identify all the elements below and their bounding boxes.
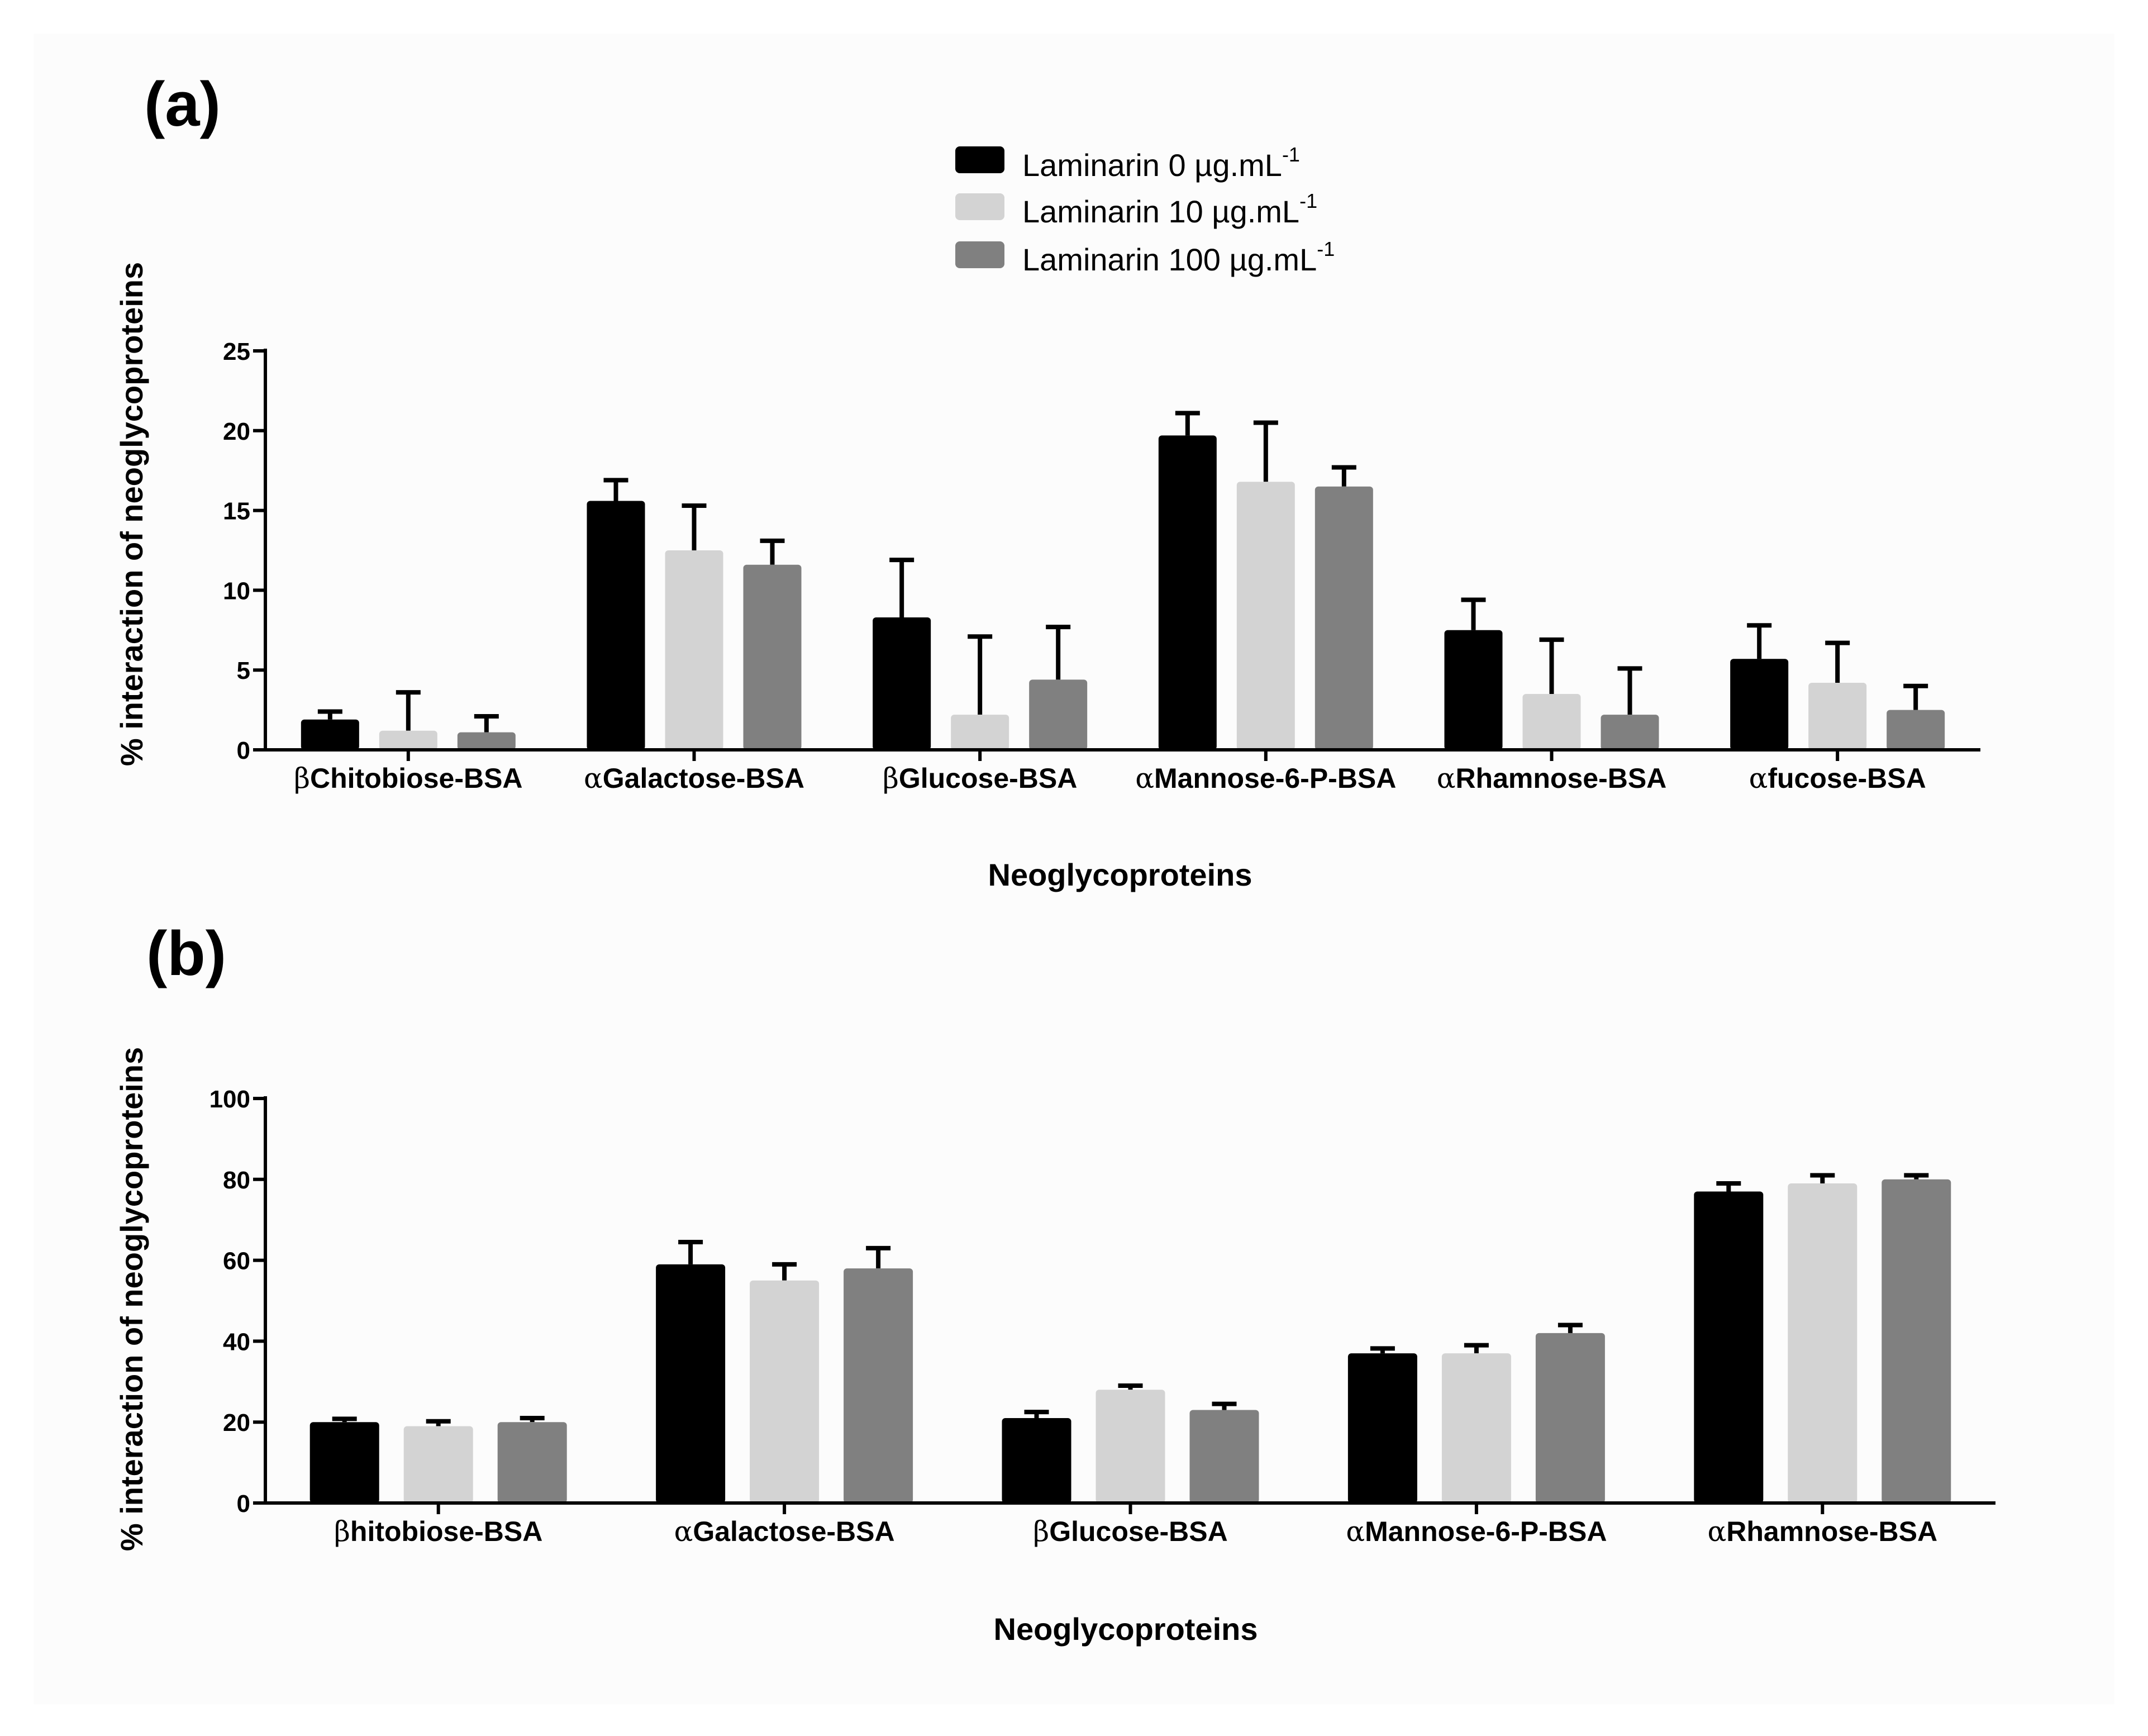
x-axis-title-b: Neoglycoproteins — [994, 1611, 1258, 1647]
y-axis-title-b: % interaction of neoglycoproteins — [114, 1047, 149, 1551]
y-tick-label-b: 60 — [223, 1248, 250, 1275]
legend: Laminarin 0 µg.mL-1 Laminarin 10 µg.mL-1… — [955, 143, 1335, 277]
plot-area-a: 0 5 10 15 20 25 βChitobiose-BSA αGalactose-BSA β… — [223, 338, 1980, 795]
legend-swatch-2 — [955, 241, 1004, 268]
bar-a — [1601, 715, 1659, 750]
bar-a — [1029, 679, 1088, 750]
y-tick-label-b: 0 — [237, 1490, 250, 1518]
bar-a — [951, 715, 1009, 750]
x-tick-label-a: αfucose-BSA — [1749, 762, 1926, 795]
panel-label-a: (a) — [144, 69, 221, 139]
bar-a — [743, 564, 802, 750]
x-tick-label-b: αMannose-6-P-BSA — [1346, 1515, 1607, 1548]
y-tick-label-b: 80 — [223, 1167, 250, 1194]
y-tick-label-a: 15 — [223, 498, 250, 525]
figure-canvas — [34, 34, 2114, 1704]
bar-a — [1522, 694, 1581, 750]
x-tick-label-a: αMannose-6-P-BSA — [1135, 762, 1396, 795]
bar-a — [587, 501, 645, 750]
bar-b — [1535, 1333, 1605, 1503]
y-tick-label-a: 25 — [223, 338, 250, 365]
panel-label-b: (b) — [146, 919, 226, 988]
x-axis-title-a: Neoglycoproteins — [988, 857, 1252, 892]
x-tick-label-b: αGalactose-BSA — [674, 1515, 895, 1548]
legend-label-0: Laminarin 0 µg.mL-1 — [1022, 143, 1300, 183]
bar-a — [379, 730, 437, 750]
bar-b — [1347, 1353, 1417, 1503]
bar-b — [1189, 1410, 1259, 1503]
chart-panel-a: (a) % interaction of neoglycoproteins Ne… — [114, 69, 1980, 892]
y-tick-label-b: 100 — [209, 1086, 250, 1113]
bar-a — [301, 719, 359, 750]
legend-swatch-0 — [955, 146, 1004, 173]
legend-label-1: Laminarin 10 µg.mL-1 — [1022, 189, 1317, 229]
bar-b — [844, 1268, 913, 1503]
legend-label-2: Laminarin 100 µg.mL-1 — [1022, 237, 1335, 277]
legend-swatch-1 — [955, 193, 1004, 220]
bar-b — [309, 1422, 379, 1503]
bar-b — [497, 1422, 567, 1503]
y-tick-label-a: 20 — [223, 418, 250, 445]
legend-item-1: Laminarin 10 µg.mL-1 — [955, 189, 1317, 229]
bar-b — [403, 1426, 473, 1503]
chart-panel-b: (b) % interaction of neoglycoproteins Ne… — [114, 919, 1995, 1647]
legend-item-2: Laminarin 100 µg.mL-1 — [955, 237, 1335, 277]
x-tick-label-a: αGalactose-BSA — [584, 762, 804, 795]
bar-a — [1314, 486, 1373, 750]
bar-a — [873, 617, 931, 750]
x-tick-label-a: βGlucose-BSA — [883, 762, 1077, 795]
plot-area-b: 0 20 40 60 80 100 βhitobiose-BSA αGalactose-BSA… — [209, 1086, 1995, 1548]
bar-a — [1887, 710, 1945, 750]
bar-b — [1694, 1191, 1764, 1503]
bar-a — [665, 550, 723, 750]
x-tick-label-b: βhitobiose-BSA — [334, 1515, 542, 1548]
bar-a — [1444, 630, 1503, 750]
x-tick-label-a: αRhamnose-BSA — [1437, 762, 1667, 795]
y-tick-label-a: 10 — [223, 577, 250, 605]
x-tick-label-b: βGlucose-BSA — [1033, 1515, 1227, 1548]
x-tick-label-a: βChitobiose-BSA — [294, 762, 522, 795]
bar-b — [1002, 1418, 1071, 1503]
y-tick-label-b: 20 — [223, 1409, 250, 1437]
bar-b — [1882, 1179, 1951, 1503]
y-axis-title-a: % interaction of neoglycoproteins — [114, 262, 149, 766]
bar-a — [1236, 482, 1295, 750]
bar-a — [1730, 659, 1789, 750]
bar-b — [750, 1280, 820, 1503]
bar-a — [1808, 683, 1867, 750]
legend-item-0: Laminarin 0 µg.mL-1 — [955, 143, 1300, 183]
y-tick-label-b: 40 — [223, 1328, 250, 1355]
bar-b — [656, 1264, 726, 1503]
bar-a — [457, 732, 516, 750]
y-tick-label-a: 5 — [237, 657, 250, 684]
x-tick-label-b: αRhamnose-BSA — [1707, 1515, 1937, 1548]
bar-b — [1788, 1183, 1858, 1503]
bar-a — [1158, 435, 1217, 750]
bar-b — [1441, 1353, 1511, 1503]
y-tick-label-a: 0 — [237, 737, 250, 764]
bar-b — [1096, 1390, 1165, 1503]
